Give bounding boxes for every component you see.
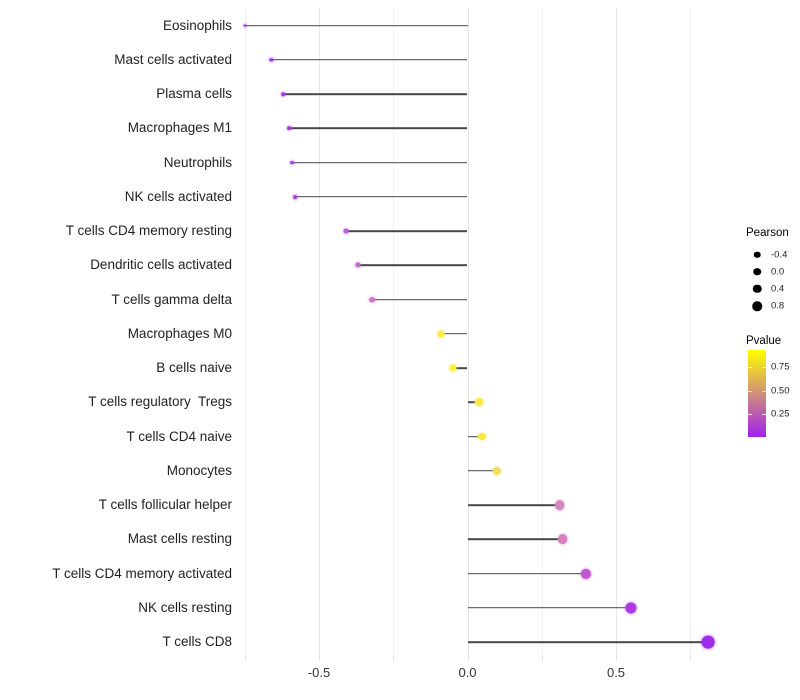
y-axis-label: Macrophages M1 [127, 120, 232, 136]
data-point [293, 194, 298, 199]
y-axis-label: T cells follicular helper [98, 496, 232, 512]
y-axis-label: T cells regulatory Tregs [88, 394, 232, 410]
data-point [243, 24, 247, 27]
y-axis-label: Macrophages M0 [127, 325, 232, 341]
data-point [437, 330, 445, 338]
gridline-major [616, 8, 617, 657]
data-point [369, 296, 376, 303]
data-point [701, 635, 715, 649]
data-point [287, 126, 292, 131]
pvalue-tick-mark [762, 413, 766, 415]
legend-size-label: 0.4 [771, 283, 785, 295]
lollipop-stem [357, 264, 468, 267]
lollipop-stem [345, 230, 468, 232]
y-axis-label: T cells CD4 memory activated [52, 565, 232, 581]
lollipop-stem [289, 127, 468, 130]
lollipop-stem [283, 93, 468, 95]
y-axis-label: Eosinophils [162, 17, 232, 33]
pvalue-gradient-bar [748, 350, 766, 437]
y-axis-label: Mast cells activated [114, 51, 232, 67]
data-point [475, 398, 484, 407]
pearson-legend-title: Pearson [746, 227, 789, 239]
gridline-major [467, 8, 469, 657]
axis-tick-mark [690, 657, 692, 661]
pvalue-tick-label: 0.75 [771, 361, 790, 373]
y-axis-label: Mast cells resting [127, 531, 232, 547]
y-axis-label: T cells CD4 naive [126, 428, 232, 444]
legend-size-dot [753, 267, 761, 276]
gridline-minor [690, 8, 692, 657]
data-point [269, 58, 274, 62]
x-axis-tick-label: -0.5 [307, 665, 331, 680]
pvalue-tick-label: 0.25 [771, 408, 790, 420]
x-axis-tick-label: 0.5 [606, 665, 626, 680]
legend-size-label: 0.8 [771, 300, 785, 312]
axis-tick-mark [541, 657, 543, 661]
pvalue-tick-label: 0.50 [771, 385, 790, 397]
legend-size-dot [753, 251, 761, 258]
gridline-minor [393, 8, 395, 657]
data-point [343, 228, 349, 234]
pvalue-legend-title: Pvalue [746, 335, 782, 347]
legend-size-label: -0.4 [771, 248, 788, 260]
y-axis-label: T cells CD8 [162, 633, 232, 649]
data-point [581, 568, 592, 579]
pvalue-tick-mark [762, 366, 766, 368]
lollipop-stem [467, 538, 563, 541]
y-axis-label: T cells gamma delta [111, 291, 232, 307]
legend-size-label: 0.0 [771, 265, 785, 277]
data-point [478, 432, 487, 441]
lollipop-stem [452, 367, 468, 369]
data-point [355, 262, 361, 268]
data-point [554, 500, 565, 510]
gridline-minor [541, 8, 543, 657]
y-axis-label: T cells CD4 memory resting [65, 222, 232, 238]
data-point [557, 534, 568, 545]
y-axis-label: B cells naive [156, 359, 232, 375]
data-point [281, 92, 286, 96]
pvalue-tick-mark [748, 390, 752, 392]
axis-tick-mark [393, 657, 395, 661]
axis-tick-mark [467, 657, 469, 661]
y-axis-label: Dendritic cells activated [90, 257, 232, 273]
lollipop-stem [440, 332, 468, 335]
y-axis-label: NK cells activated [124, 188, 232, 204]
pvalue-tick-mark [762, 390, 766, 392]
legend-size-dot [752, 284, 762, 294]
data-point [493, 466, 502, 475]
y-axis-label: Plasma cells [156, 85, 232, 101]
lollipop-stem [467, 504, 560, 506]
y-axis-label: Neutrophils [163, 154, 232, 170]
lollipop-stem [467, 606, 631, 609]
data-point [290, 160, 295, 165]
lollipop-stem [467, 469, 498, 472]
lollipop-stem [244, 24, 468, 27]
y-axis-label: NK cells resting [138, 599, 232, 615]
lollipop-stem [467, 641, 709, 643]
data-point [449, 364, 457, 372]
legend-size-dot [752, 301, 762, 311]
lollipop-stem [271, 58, 468, 61]
lollipop-stem [292, 161, 468, 164]
pvalue-tick-mark [748, 366, 752, 368]
axis-tick-mark [319, 657, 320, 661]
x-axis-tick-label: 0.0 [458, 665, 477, 680]
lollipop-stem [372, 298, 468, 301]
pvalue-tick-mark [748, 413, 752, 415]
gridline-minor [244, 8, 246, 657]
lollipop-stem [467, 435, 483, 438]
axis-tick-mark [616, 657, 617, 661]
lollipop-stem [467, 572, 587, 575]
data-point [625, 602, 637, 614]
axis-tick-mark [244, 657, 246, 661]
gridline-major [319, 8, 320, 657]
lollipop-stem [467, 401, 480, 404]
lollipop-stem [295, 195, 468, 198]
y-axis-label: Monocytes [166, 462, 232, 478]
